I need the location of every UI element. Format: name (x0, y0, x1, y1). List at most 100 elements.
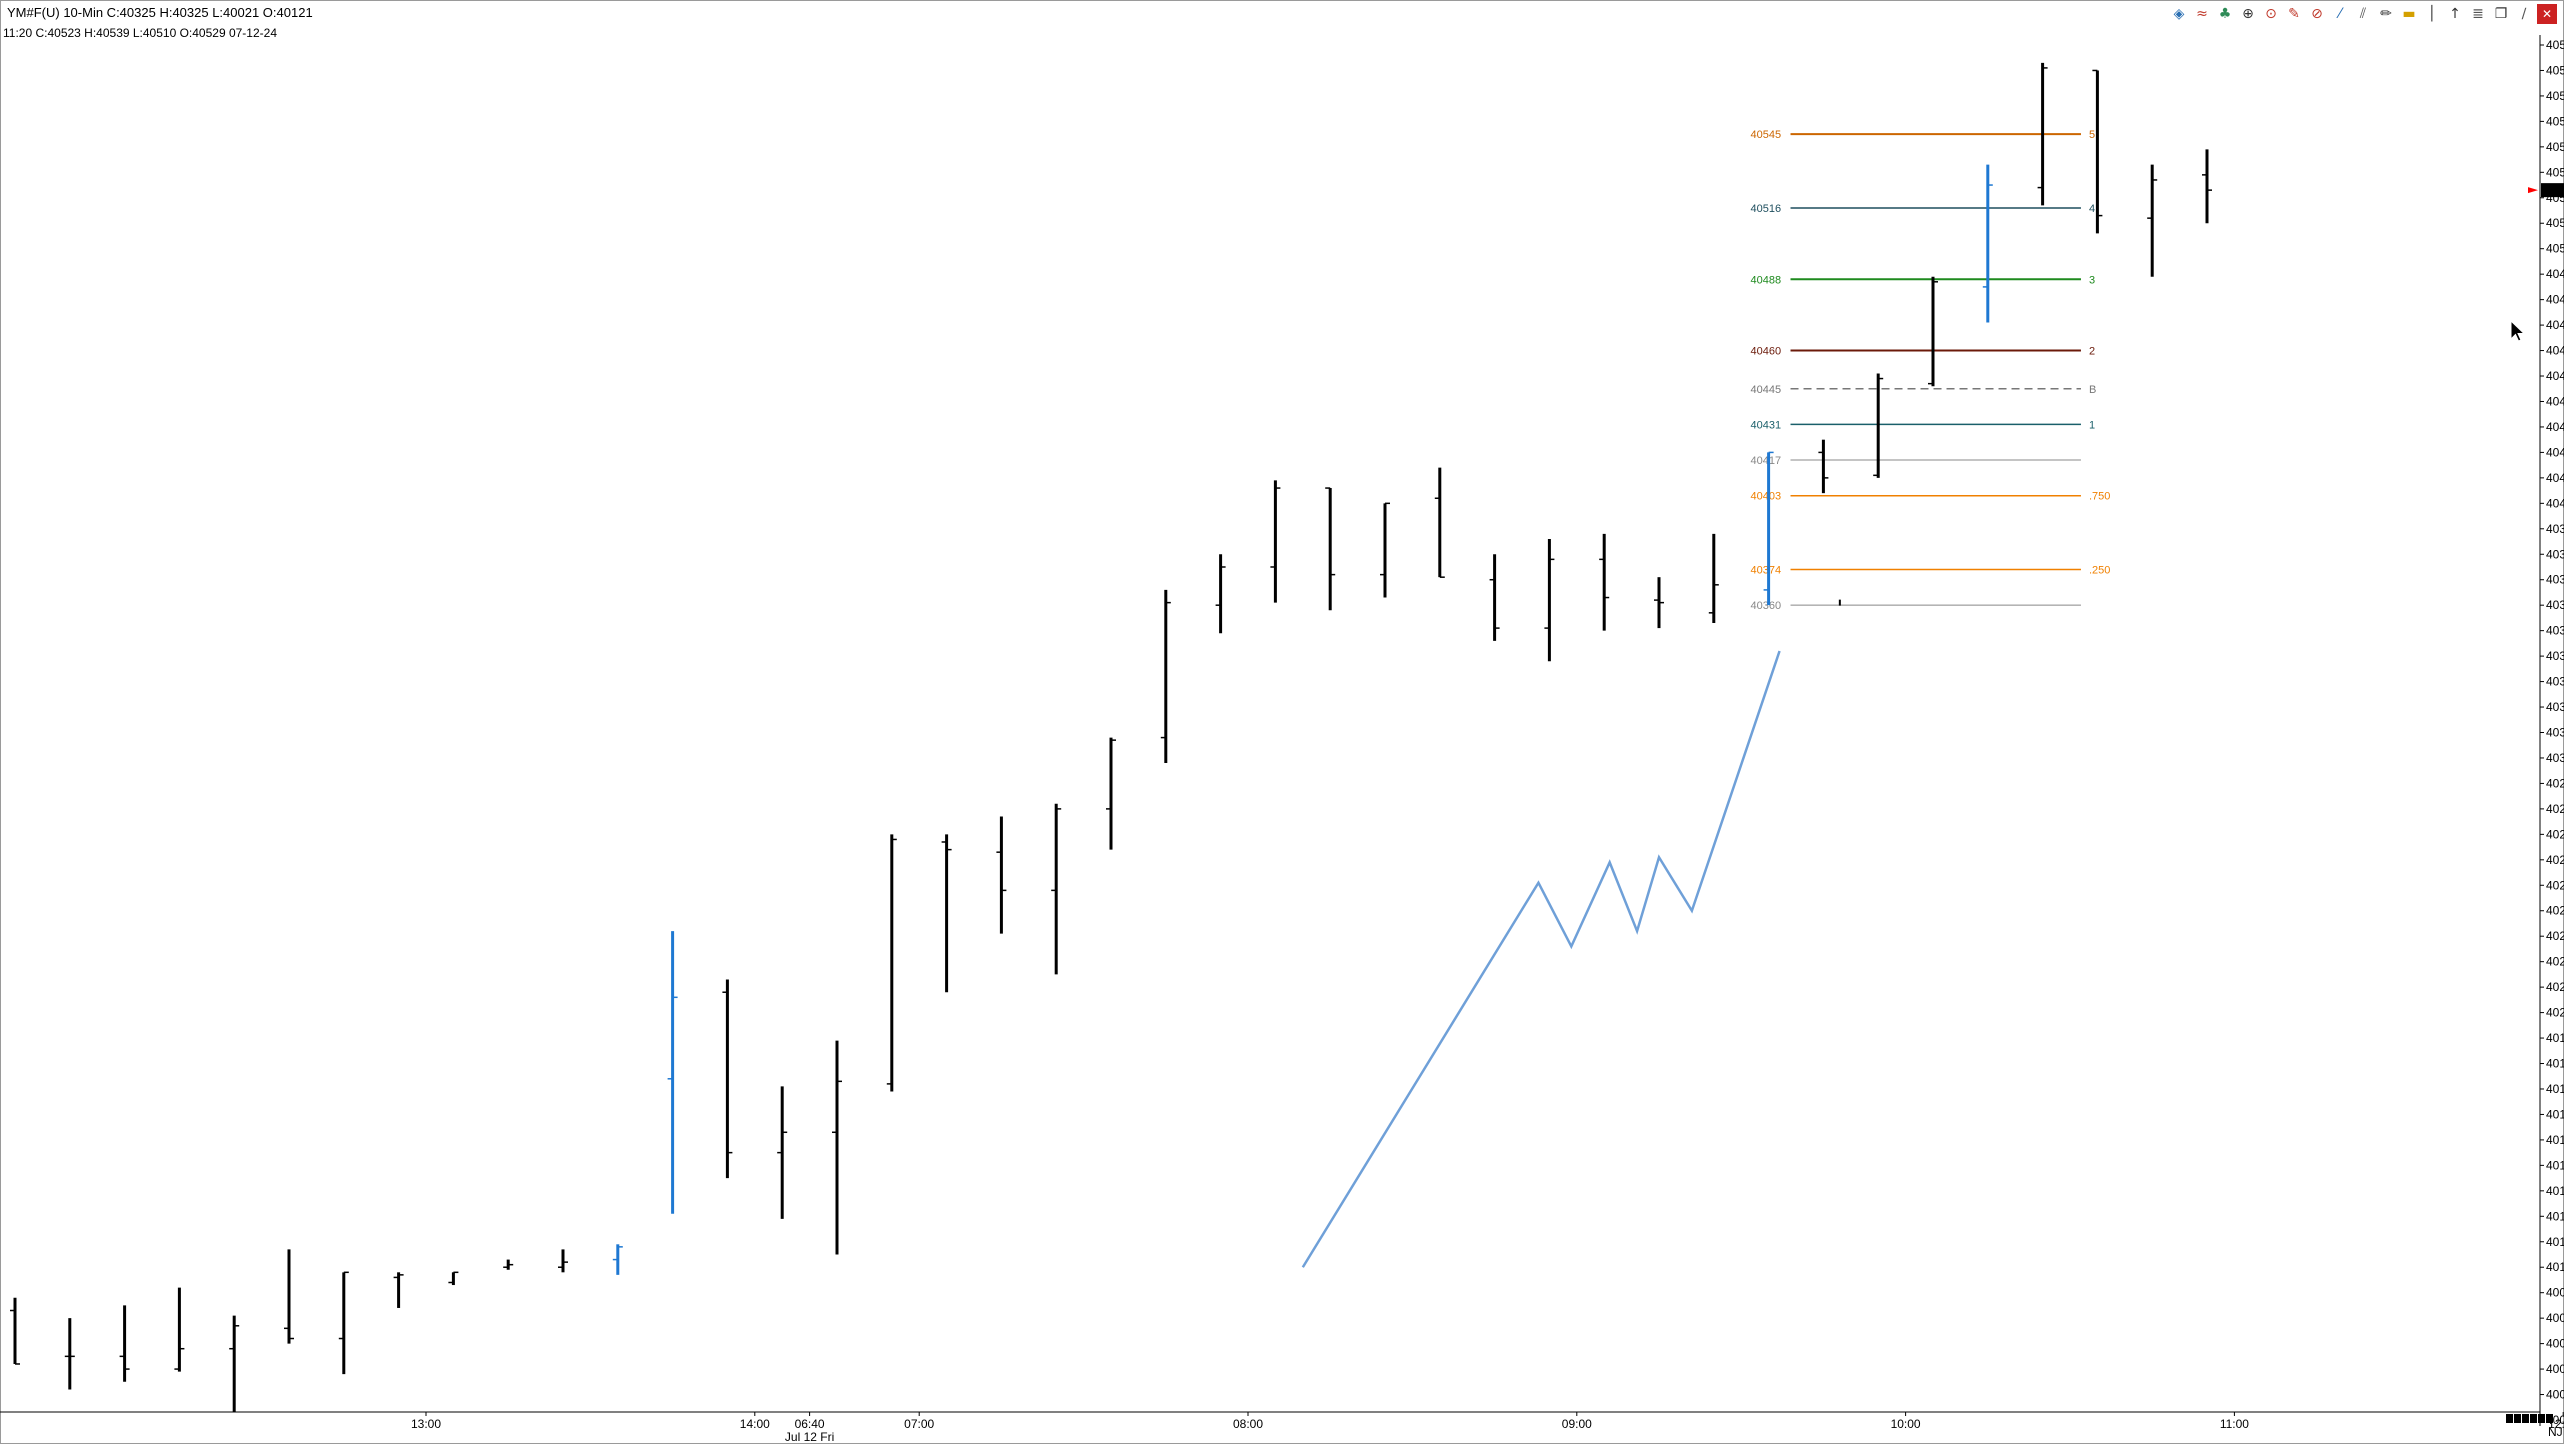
price-level-tag: 1 (2089, 419, 2095, 431)
price-level-label: 40460 (1751, 346, 1782, 358)
price-tick-label: 40370 (2546, 573, 2564, 587)
ohlc-bar[interactable] (1270, 480, 1281, 603)
ohlc-bar[interactable] (667, 931, 678, 1214)
chart-title-bar: YM#F(U) 10-Min C:40325 H:40325 L:40021 O… (1, 1, 2563, 25)
ohlc-bar[interactable] (1434, 467, 1445, 578)
price-tick-label: 40570 (2546, 63, 2564, 77)
ohlc-bar[interactable] (229, 1315, 240, 1413)
ohlc-bar[interactable] (996, 816, 1007, 934)
line-tool-icon[interactable]: ⁄ (2338, 6, 2342, 22)
ohlc-bar[interactable] (503, 1259, 514, 1270)
last-price-box (2541, 183, 2564, 198)
pencil-icon[interactable]: ✏ (2380, 6, 2392, 22)
ohlc-bar[interactable] (1654, 577, 1664, 629)
ohlc-bar[interactable] (1380, 502, 1390, 598)
arrow-up-icon[interactable]: ↑ (2449, 6, 2461, 22)
ohlc-bar[interactable] (2202, 149, 2212, 224)
brush-icon[interactable]: ✎ (2288, 6, 2300, 22)
price-tick-label: 40110 (2546, 1235, 2564, 1249)
candles-icon[interactable]: ≈ (2196, 6, 2208, 22)
price-tick-label: 40300 (2546, 751, 2564, 765)
trend-tool-icon[interactable]: ♣ (2218, 6, 2232, 22)
ohlc-bar[interactable] (558, 1249, 568, 1273)
ohlc-bar[interactable] (64, 1318, 75, 1390)
ohlc-bar[interactable] (1215, 554, 1226, 634)
time-tick-label: 08:00 (1233, 1417, 1263, 1431)
ohlc-bar[interactable] (1873, 373, 1884, 478)
ohlc-bar[interactable] (284, 1249, 294, 1344)
drawn-path-line[interactable] (1301, 650, 1781, 1268)
ohlc-bar[interactable] (338, 1271, 349, 1375)
scroll-block[interactable] (2514, 1414, 2521, 1423)
ohlc-bar[interactable] (1928, 276, 1938, 387)
ohlc-bar[interactable] (1763, 451, 1774, 606)
ohlc-bar[interactable] (832, 1040, 842, 1255)
scroll-block[interactable] (2506, 1414, 2513, 1423)
price-tick-label: 40280 (2546, 802, 2564, 816)
price-tick-label: 40580 (2546, 38, 2564, 52)
ohlc-bar[interactable] (612, 1244, 623, 1275)
chart-style-icon[interactable]: ◈ (2173, 6, 2185, 22)
close-icon[interactable]: ✕ (2537, 4, 2557, 24)
ohlc-bar[interactable] (1708, 533, 1719, 624)
price-level-tag: 2 (2089, 346, 2095, 358)
ohlc-bar[interactable] (2092, 69, 2103, 234)
scroll-block[interactable] (2522, 1414, 2529, 1423)
drawn-zigzag-path[interactable] (1301, 650, 1781, 1268)
vertical-line-icon[interactable]: │ (2427, 6, 2437, 22)
ohlc-bar[interactable] (10, 1297, 20, 1365)
ohlc-bar[interactable] (1051, 803, 1062, 975)
time-tick-label: 06:40 (795, 1417, 825, 1431)
corner-label: NJ (2548, 1425, 2563, 1439)
time-tick-label: 09:00 (1562, 1417, 1592, 1431)
price-axis[interactable]: 4004040050400604007040080400904010040110… (2528, 35, 2564, 1427)
ohlc-bar[interactable] (1106, 737, 1116, 850)
price-tick-label: 40510 (2546, 216, 2564, 230)
ohlc-bar[interactable] (722, 979, 733, 1179)
price-tick-label: 40190 (2546, 1031, 2564, 1045)
ohlc-bar[interactable] (886, 834, 897, 1092)
ohlc-bar[interactable] (1544, 538, 1555, 662)
ohlc-bar[interactable] (174, 1287, 185, 1372)
ohlc-bar[interactable] (2147, 164, 2158, 277)
ohlc-bar[interactable] (119, 1305, 130, 1382)
ohlc-bar[interactable] (777, 1086, 788, 1219)
scroll-block[interactable] (2546, 1414, 2553, 1423)
price-level-label: 40488 (1751, 274, 1782, 286)
price-tick-label: 40490 (2546, 267, 2564, 281)
ohlc-bar[interactable] (1599, 533, 1610, 631)
ohlc-bar[interactable] (393, 1272, 404, 1308)
slash-icon[interactable]: ∕ (2521, 6, 2527, 22)
ohlc-bar[interactable] (1818, 439, 1829, 494)
ohlc-bar[interactable] (1489, 554, 1500, 641)
zoom-icon[interactable]: ⊕ (2242, 6, 2254, 22)
ohlc-bar[interactable] (448, 1271, 459, 1286)
ohlc-bar[interactable] (2037, 62, 2048, 206)
price-tick-label: 40330 (2546, 675, 2564, 689)
time-tick-label: 13:00 (411, 1417, 441, 1431)
scroll-block[interactable] (2538, 1414, 2545, 1423)
fibonacci-icon[interactable]: ≣ (2472, 6, 2484, 22)
ohlc-bar[interactable] (1982, 164, 1993, 323)
ohlc-bar[interactable] (1325, 487, 1336, 611)
window-restore-icon[interactable]: ❐ (2494, 6, 2508, 22)
scroll-block[interactable] (2530, 1414, 2537, 1423)
ohlc-bar[interactable] (941, 834, 952, 993)
price-tick-label: 40270 (2546, 827, 2564, 841)
price-tick-label: 40100 (2546, 1260, 2564, 1274)
price-tick-label: 40180 (2546, 1057, 2564, 1071)
price-level-label: 40417 (1751, 455, 1782, 467)
price-tick-label: 40380 (2546, 547, 2564, 561)
time-axis[interactable]: 13:00 14:00 06:40 07:00 08:00 09:00 10:00 11:00… (0, 1411, 2564, 1444)
no-sign-icon[interactable]: ⊘ (2311, 6, 2323, 22)
chart-toolbar: ◈ ≈ ♣ ⊕ ⊙ ✎ ⊘ ⁄ ⫽ ✏ ▬ │ ↑ ≣ ❐ ∕ ✕ (2169, 4, 2557, 24)
parallel-lines-icon[interactable]: ⫽ (2359, 6, 2367, 22)
rectangle-icon[interactable]: ▬ (2402, 6, 2416, 22)
ohlc-bar[interactable] (1160, 589, 1171, 764)
price-level-tag: 5 (2089, 129, 2095, 141)
clock-icon[interactable]: ⊙ (2265, 6, 2277, 22)
